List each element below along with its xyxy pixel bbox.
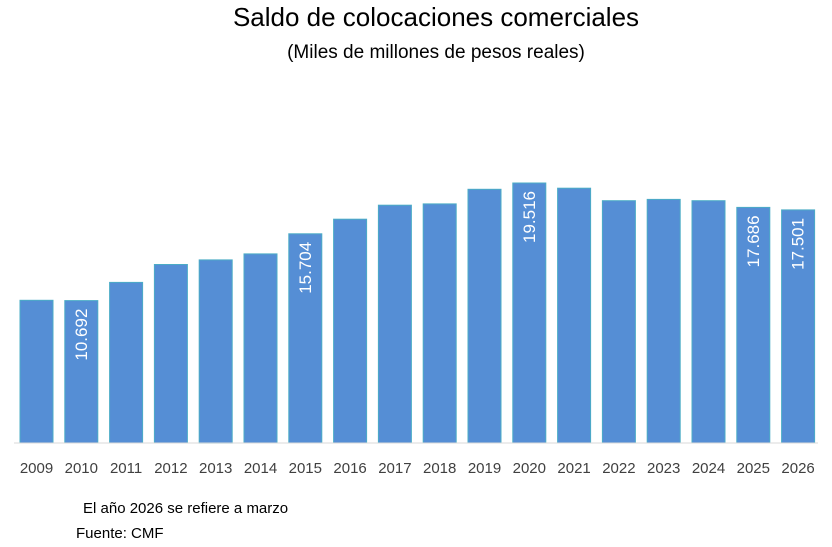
footnote-source: Fuente: CMF <box>76 525 164 542</box>
bar-2010 <box>64 300 99 444</box>
data-labels-group: 10.692 15.704 19.516 17.686 17.501 <box>72 191 808 361</box>
bar-2013 <box>198 259 233 444</box>
x-tick-label: 2015 <box>289 460 322 477</box>
x-tick-label: 2026 <box>781 460 814 477</box>
x-tick-label: 2013 <box>199 460 232 477</box>
x-tick-label: 2020 <box>513 460 546 477</box>
x-tick-label: 2011 <box>110 460 142 477</box>
x-tick-label: 2017 <box>378 460 411 477</box>
data-label-2026: 17.501 <box>789 218 808 270</box>
x-tick-label: 2009 <box>20 460 53 477</box>
x-tick-label: 2016 <box>333 460 366 477</box>
x-tick-label: 2019 <box>468 460 501 477</box>
x-tick-label: 2021 <box>557 460 590 477</box>
bar-2023 <box>646 198 681 444</box>
x-tick-label: 2012 <box>154 460 187 477</box>
x-tick-label: 2022 <box>602 460 635 477</box>
bar-2022 <box>601 200 636 444</box>
x-tick-label: 2025 <box>737 460 770 477</box>
bar-2024 <box>691 200 726 444</box>
x-tick-label: 2024 <box>692 460 725 477</box>
chart-subtitle: (Miles de millones de pesos reales) <box>287 42 585 63</box>
data-label-2025: 17.686 <box>744 215 763 267</box>
x-tick-label: 2014 <box>244 460 277 477</box>
bar-2015 <box>288 233 323 444</box>
bar-2014 <box>243 253 278 444</box>
x-tick-label: 2010 <box>65 460 98 477</box>
x-tick-labels: 2009 2010 2011 2012 2013 2014 2015 2016 2017 2018… <box>20 460 815 477</box>
bar-2025 <box>736 206 771 444</box>
bar-2011 <box>109 281 144 444</box>
bar-2019 <box>467 188 502 444</box>
data-label-2020: 19.516 <box>520 191 539 243</box>
x-tick-label: 2018 <box>423 460 456 477</box>
bar-2020 <box>512 182 547 444</box>
bars-group <box>19 182 816 444</box>
bar-2016 <box>333 218 368 444</box>
chart-title: Saldo de colocaciones comerciales <box>233 2 639 32</box>
bar-2017 <box>377 204 412 444</box>
data-label-2015: 15.704 <box>296 242 315 294</box>
x-tick-label: 2023 <box>647 460 680 477</box>
footnote-period: El año 2026 se refiere a marzo <box>83 500 289 517</box>
bar-2018 <box>422 203 457 444</box>
bar-2012 <box>153 264 188 444</box>
bar-2009 <box>19 299 54 444</box>
data-label-2010: 10.692 <box>72 309 91 361</box>
bar-2021 <box>557 187 592 444</box>
